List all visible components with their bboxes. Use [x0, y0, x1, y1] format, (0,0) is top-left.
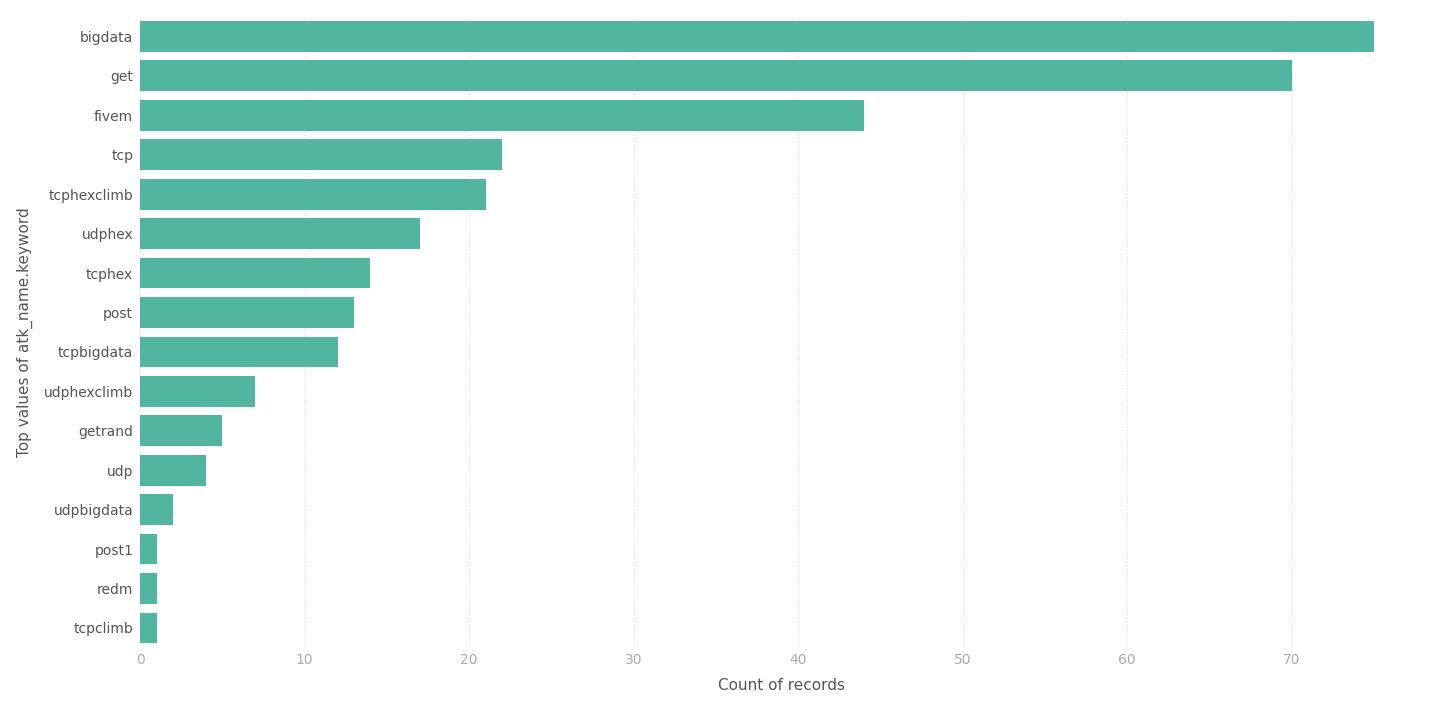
Bar — [140, 573, 157, 604]
Bar — [140, 100, 864, 131]
Bar — [140, 455, 206, 486]
Bar — [140, 337, 337, 367]
Bar — [140, 297, 354, 328]
X-axis label: Count of records: Count of records — [719, 678, 845, 694]
Bar — [140, 376, 255, 407]
Bar — [140, 139, 503, 170]
Bar — [140, 494, 173, 525]
Bar — [140, 60, 1292, 91]
Y-axis label: Top values of atk_name.keyword: Top values of atk_name.keyword — [17, 207, 33, 457]
Bar — [140, 534, 157, 564]
Bar — [140, 258, 370, 288]
Bar — [140, 415, 222, 446]
Bar — [140, 179, 485, 209]
Bar — [140, 218, 420, 249]
Bar — [140, 21, 1374, 52]
Bar — [140, 613, 157, 643]
